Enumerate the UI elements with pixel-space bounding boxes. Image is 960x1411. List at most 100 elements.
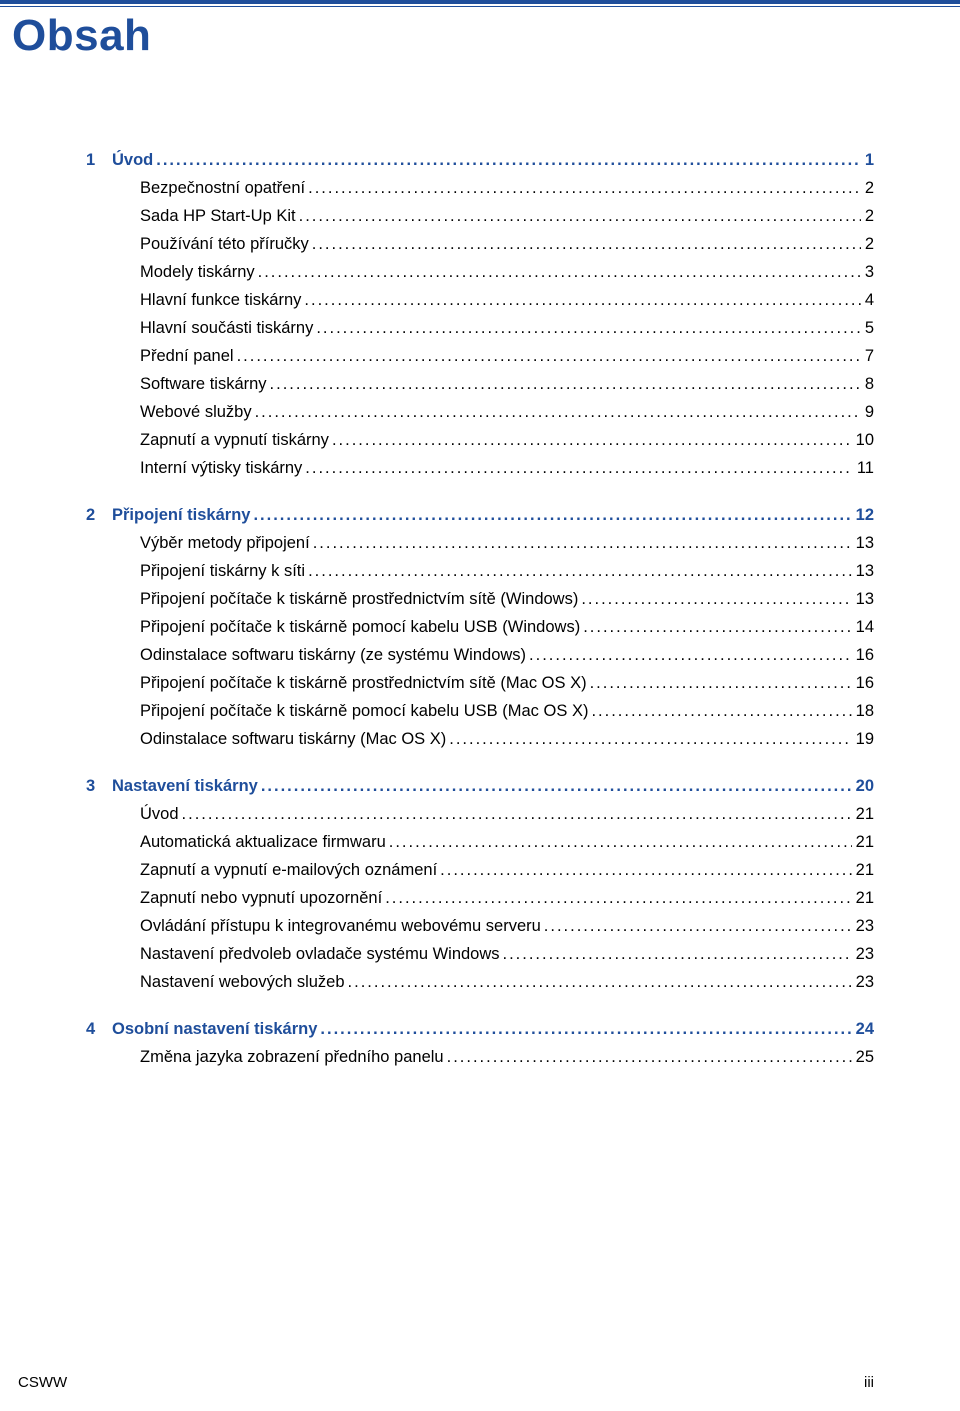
- toc-entry[interactable]: Automatická aktualizace firmwaru21: [86, 833, 874, 852]
- toc-entry-label: Software tiskárny: [140, 375, 267, 394]
- toc-leader-dots: [302, 459, 853, 478]
- toc-section-heading[interactable]: 1Úvod1: [86, 151, 874, 170]
- toc-leader-dots: [305, 562, 852, 581]
- toc-leader-dots: [296, 207, 861, 226]
- toc-entry[interactable]: Připojení počítače k tiskárně pomocí kab…: [86, 618, 874, 637]
- toc-leader-dots: [179, 805, 852, 824]
- toc-entry-page: 21: [852, 861, 874, 880]
- toc-entry-page: 19: [852, 730, 874, 749]
- toc-entry[interactable]: Hlavní funkce tiskárny4: [86, 291, 874, 310]
- toc-leader-dots: [526, 646, 852, 665]
- toc-entry[interactable]: Připojení počítače k tiskárně prostředni…: [86, 590, 874, 609]
- toc-entry[interactable]: Přední panel 7: [86, 347, 874, 366]
- toc-section-title: Připojení tiskárny: [112, 506, 250, 525]
- toc-entry[interactable]: Software tiskárny 8: [86, 375, 874, 394]
- toc-entry-label: Webové služby: [140, 403, 252, 422]
- header-rule-thick: [0, 0, 960, 4]
- toc-section-number: 1: [86, 151, 112, 170]
- toc-entry[interactable]: Modely tiskárny3: [86, 263, 874, 282]
- toc-entry[interactable]: Používání této příručky2: [86, 235, 874, 254]
- toc-section-title: Úvod: [112, 151, 153, 170]
- toc-leader-dots: [309, 235, 861, 254]
- toc-leader-dots: [580, 618, 851, 637]
- toc-entry-label: Připojení počítače k tiskárně prostředni…: [140, 674, 587, 693]
- toc-entry[interactable]: Sada HP Start-Up Kit2: [86, 207, 874, 226]
- toc-section: 4Osobní nastavení tiskárny24 Změna jazyka…: [86, 1020, 874, 1067]
- toc-entry-page: 23: [852, 945, 874, 964]
- toc-leader-dots: [386, 833, 852, 852]
- toc-leader-dots: [437, 861, 851, 880]
- toc-section-page: 1: [861, 151, 874, 170]
- toc-entry-page: 4: [861, 291, 874, 310]
- toc-entry[interactable]: Zapnutí a vypnutí e-mailových oznámení 21: [86, 861, 874, 880]
- toc-leader-dots: [250, 506, 851, 525]
- toc-entry-page: 23: [852, 917, 874, 936]
- toc-entry[interactable]: Zapnutí a vypnutí tiskárny 10: [86, 431, 874, 450]
- toc-entry[interactable]: Nastavení předvoleb ovladače systému Win…: [86, 945, 874, 964]
- document-page: Obsah 1Úvod1Bezpečnostní opatření2Sada H…: [0, 0, 960, 1411]
- toc-leader-dots: [310, 534, 852, 553]
- toc-entry[interactable]: Nastavení webových služeb23: [86, 973, 874, 992]
- toc-leader-dots: [578, 590, 851, 609]
- toc-leader-dots: [313, 319, 860, 338]
- toc-entry-page: 11: [853, 459, 874, 478]
- toc-leader-dots: [444, 1048, 852, 1067]
- toc-entry-label: Připojení počítače k tiskárně pomocí kab…: [140, 702, 588, 721]
- toc-section-heading[interactable]: 3Nastavení tiskárny20: [86, 777, 874, 796]
- toc-entry[interactable]: Výběr metody připojení13: [86, 534, 874, 553]
- toc-leader-dots: [305, 179, 861, 198]
- toc-entry[interactable]: Zapnutí nebo vypnutí upozornění21: [86, 889, 874, 908]
- toc-entry-page: 10: [852, 431, 874, 450]
- toc-section-title: Osobní nastavení tiskárny: [112, 1020, 317, 1039]
- toc-leader-dots: [587, 674, 852, 693]
- toc-entry-label: Zapnutí a vypnutí tiskárny: [140, 431, 329, 450]
- toc-entry[interactable]: Interní výtisky tiskárny 11: [86, 459, 874, 478]
- toc-section-page: 20: [852, 777, 874, 796]
- toc-entry-page: 8: [861, 375, 874, 394]
- toc-entry-page: 5: [861, 319, 874, 338]
- toc-section: 1Úvod1Bezpečnostní opatření2Sada HP Star…: [86, 151, 874, 478]
- toc-entry[interactable]: Změna jazyka zobrazení předního panelu25: [86, 1048, 874, 1067]
- page-title: Obsah: [0, 7, 960, 61]
- toc-entry[interactable]: Odinstalace softwaru tiskárny (Mac OS X)…: [86, 730, 874, 749]
- toc-entry[interactable]: Hlavní součásti tiskárny 5: [86, 319, 874, 338]
- toc-entry-page: 7: [861, 347, 874, 366]
- toc-entry-label: Zapnutí a vypnutí e-mailových oznámení: [140, 861, 437, 880]
- toc-entry-label: Připojení počítače k tiskárně prostředni…: [140, 590, 578, 609]
- toc-leader-dots: [500, 945, 852, 964]
- toc-entry-label: Interní výtisky tiskárny: [140, 459, 302, 478]
- toc-entry-page: 16: [852, 646, 874, 665]
- toc-entry-label: Odinstalace softwaru tiskárny (Mac OS X): [140, 730, 446, 749]
- toc-entry[interactable]: Bezpečnostní opatření2: [86, 179, 874, 198]
- toc-section-number: 2: [86, 506, 112, 525]
- toc-entry[interactable]: Odinstalace softwaru tiskárny (ze systém…: [86, 646, 874, 665]
- toc-entry[interactable]: Úvod21: [86, 805, 874, 824]
- toc-entry[interactable]: Připojení tiskárny k síti13: [86, 562, 874, 581]
- toc-section-heading[interactable]: 4Osobní nastavení tiskárny24: [86, 1020, 874, 1039]
- toc-entry-page: 13: [852, 534, 874, 553]
- toc-entry-label: Nastavení webových služeb: [140, 973, 345, 992]
- toc-entry-label: Nastavení předvoleb ovladače systému Win…: [140, 945, 500, 964]
- toc-entry-label: Ovládání přístupu k integrovanému webové…: [140, 917, 541, 936]
- toc-section-heading[interactable]: 2Připojení tiskárny12: [86, 506, 874, 525]
- toc-entry[interactable]: Připojení počítače k tiskárně prostředni…: [86, 674, 874, 693]
- toc-entry-label: Odinstalace softwaru tiskárny (ze systém…: [140, 646, 526, 665]
- toc-leader-dots: [588, 702, 851, 721]
- toc-entry-label: Modely tiskárny: [140, 263, 255, 282]
- toc-section: 3Nastavení tiskárny20Úvod21Automatická a…: [86, 777, 874, 992]
- toc-entry-page: 21: [852, 805, 874, 824]
- toc-entry-label: Přední panel: [140, 347, 234, 366]
- toc-leader-dots: [329, 431, 852, 450]
- toc-entry[interactable]: Připojení počítače k tiskárně pomocí kab…: [86, 702, 874, 721]
- footer-left-text: CSWW: [18, 1374, 67, 1391]
- toc-entry[interactable]: Webové služby 9: [86, 403, 874, 422]
- toc-entry-page: 9: [861, 403, 874, 422]
- toc-leader-dots: [345, 973, 852, 992]
- table-of-contents: 1Úvod1Bezpečnostní opatření2Sada HP Star…: [0, 61, 960, 1067]
- toc-entry-page: 2: [861, 179, 874, 198]
- toc-entry-page: 14: [852, 618, 874, 637]
- toc-entry[interactable]: Ovládání přístupu k integrovanému webové…: [86, 917, 874, 936]
- toc-section: 2Připojení tiskárny12 Výběr metody připoj…: [86, 506, 874, 749]
- toc-section-title: Nastavení tiskárny: [112, 777, 258, 796]
- toc-entry-label: Hlavní součásti tiskárny: [140, 319, 313, 338]
